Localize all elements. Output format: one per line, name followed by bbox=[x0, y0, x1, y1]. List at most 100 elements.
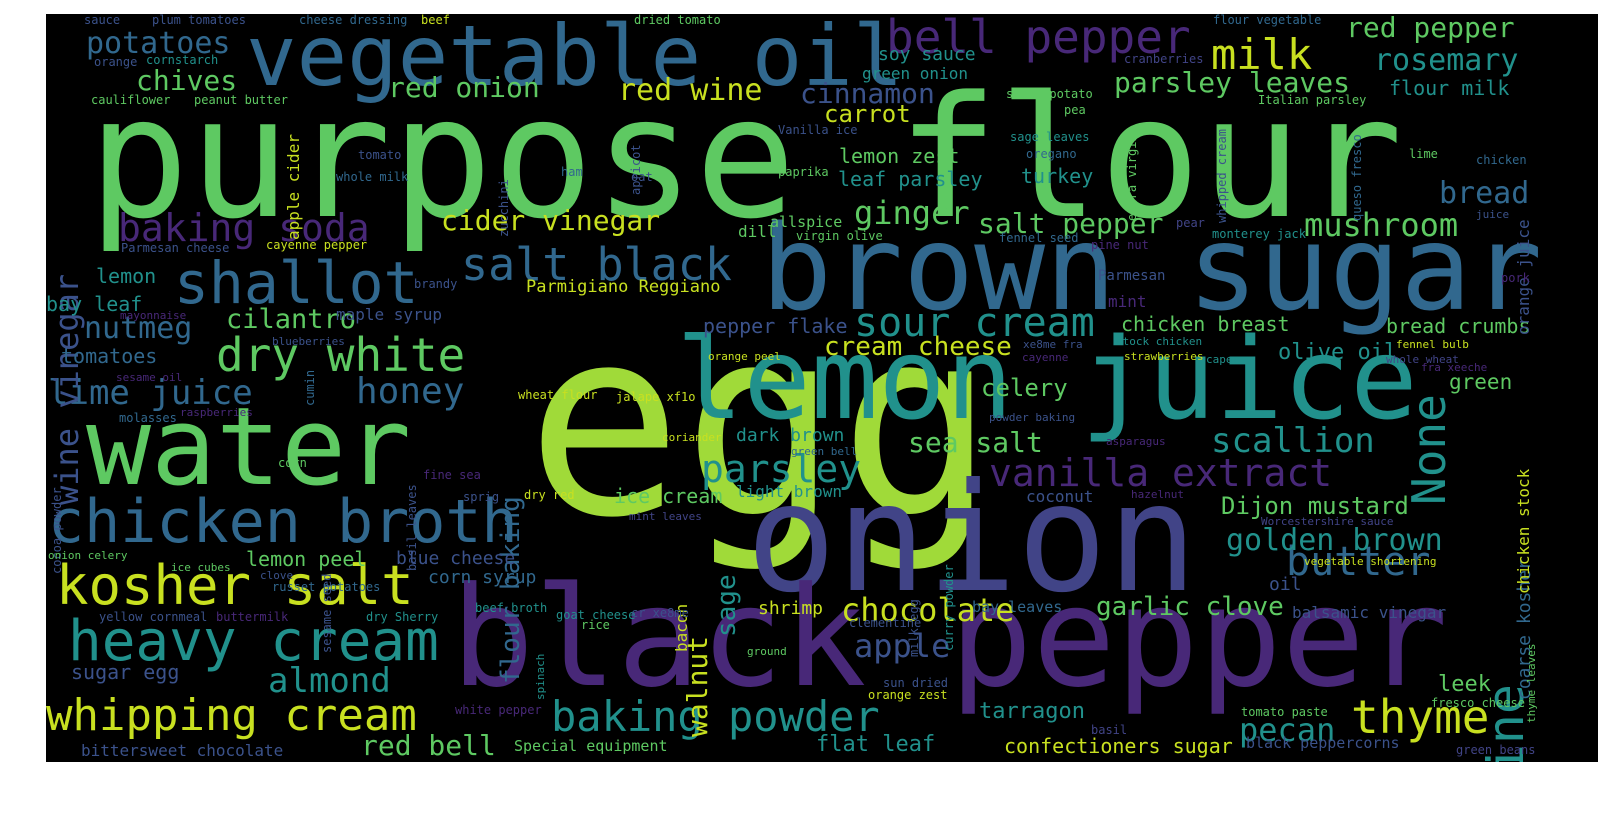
cloud-word: lime bbox=[1409, 147, 1438, 161]
cloud-word: balsamic vinegar bbox=[1292, 603, 1447, 622]
cloud-word: light brown bbox=[736, 482, 842, 501]
cloud-word: green beans bbox=[1456, 743, 1536, 757]
cloud-word: white pepper bbox=[455, 703, 542, 717]
cloud-word: hazelnut bbox=[1131, 488, 1184, 501]
cloud-word: fennel bulb bbox=[1396, 338, 1469, 351]
cloud-word: fra xeeche bbox=[1421, 361, 1488, 374]
cloud-word: orange zest bbox=[868, 688, 948, 702]
cloud-word: flour baking bbox=[496, 495, 526, 684]
cloud-word: sun dried bbox=[883, 676, 949, 690]
cloud-word: pork bbox=[1501, 271, 1530, 285]
cloud-word: dill bbox=[738, 222, 777, 241]
cloud-word: ginger bbox=[854, 194, 970, 232]
cloud-word: honey bbox=[356, 371, 465, 412]
cloud-word: orange peel bbox=[708, 350, 781, 363]
cloud-word: goat cheese bbox=[556, 608, 636, 622]
cloud-word: green onion bbox=[862, 64, 968, 83]
cloud-word: red pepper bbox=[1346, 14, 1515, 44]
cloud-word: pine nut bbox=[1091, 238, 1149, 252]
cloud-word: coriander bbox=[662, 431, 722, 444]
cloud-word: nutmeg bbox=[84, 311, 193, 346]
cloud-word: bread crumbs bbox=[1386, 314, 1531, 338]
cloud-word: sugar egg bbox=[71, 660, 180, 684]
cloud-word: garlic clove bbox=[1096, 592, 1284, 622]
cloud-word: lemon zest bbox=[839, 144, 960, 168]
cloud-word: chocolate bbox=[841, 591, 1015, 629]
cloud-word: flour vegetable bbox=[1213, 14, 1322, 27]
cloud-word: orange bbox=[94, 55, 138, 69]
cloud-word: egg bbox=[526, 273, 996, 575]
cloud-word: Italian parsley bbox=[1258, 93, 1367, 107]
cloud-word: flour milk bbox=[1389, 76, 1510, 100]
cloud-word: cider vinegar bbox=[441, 204, 661, 237]
cloud-word: bread bbox=[1439, 176, 1530, 211]
cloud-word: pecan bbox=[1239, 711, 1336, 749]
cloud-word: oil bbox=[1269, 574, 1302, 595]
cloud-word: Parmesan bbox=[1098, 268, 1166, 284]
cloud-word: spinach bbox=[534, 653, 547, 701]
cloud-word: raspberries bbox=[180, 406, 253, 419]
cloud-word: purpose flour bbox=[88, 60, 1403, 256]
cloud-word: pepper flake bbox=[703, 314, 848, 338]
cloud-word: chicken stock bbox=[1514, 468, 1533, 595]
cloud-word: mayonnaise bbox=[120, 309, 187, 322]
cloud-word: golden brown bbox=[1226, 523, 1443, 558]
cloud-word: pea bbox=[1064, 103, 1086, 117]
cloud-word: corn syrup bbox=[428, 567, 537, 588]
cloud-word: green bell bbox=[791, 445, 858, 458]
cloud-word: beef broth bbox=[475, 601, 548, 615]
cloud-word: plum tomatoes bbox=[152, 14, 246, 27]
cloud-word: rosemary bbox=[1374, 43, 1519, 78]
cloud-word: lemon bbox=[96, 264, 157, 288]
cloud-word: curry powder bbox=[942, 563, 956, 651]
cloud-word: chicken breast bbox=[1121, 312, 1290, 336]
cloud-word: yellow cornmeal bbox=[99, 610, 208, 624]
cloud-word: shallot bbox=[174, 249, 419, 317]
cloud-word: buttermilk bbox=[216, 610, 289, 624]
cloud-word: None bbox=[1402, 393, 1456, 505]
cloud-word: virgin olive bbox=[796, 229, 883, 243]
cloud-word: baking powder bbox=[551, 692, 880, 741]
cloud-word: rice bbox=[581, 618, 610, 632]
cloud-word: vegetable shortening bbox=[1304, 555, 1437, 568]
cloud-word: salt black bbox=[461, 238, 732, 291]
cloud-word: thyme bbox=[1351, 690, 1490, 744]
cloud-word: butter bbox=[1286, 539, 1431, 585]
cloud-word: vanilla extract bbox=[989, 451, 1333, 495]
cloud-word: Vanilla ice bbox=[778, 123, 858, 137]
cloud-word: turkey bbox=[1021, 164, 1094, 188]
cloud-word: basil leaves bbox=[405, 483, 419, 571]
cloud-word: cumin bbox=[303, 369, 317, 407]
cloud-word: beef bbox=[421, 14, 450, 27]
cloud-word: tomatoes bbox=[61, 344, 158, 368]
cloud-word: jalape xf1o bbox=[616, 390, 696, 404]
cloud-word: salt pepper bbox=[978, 207, 1164, 240]
cloud-word: black peppercorns bbox=[1246, 734, 1400, 752]
cloud-word: confectioners sugar bbox=[1004, 734, 1233, 758]
cloud-word: Parmigiano Reggiano bbox=[526, 277, 721, 297]
cloud-word: kosher salt bbox=[56, 554, 414, 617]
cloud-word: Parmesan cheese bbox=[121, 241, 230, 255]
cloud-word: molasses bbox=[119, 411, 177, 425]
cloud-word: olive oil bbox=[1278, 340, 1398, 365]
cloud-word: red wine bbox=[618, 73, 763, 108]
cloud-word: fennel seed bbox=[999, 231, 1079, 245]
cloud-word: tomato paste bbox=[1241, 705, 1328, 719]
cloud-word: allspice bbox=[770, 213, 843, 231]
cloud-word: apple cider bbox=[284, 133, 303, 240]
cloud-word: strawberries bbox=[1124, 350, 1204, 363]
cloud-word: monterey jack bbox=[1212, 227, 1306, 241]
cloud-word: potatoes bbox=[86, 26, 231, 61]
cloud-word: ice cream bbox=[614, 484, 723, 508]
cloud-word: clove bbox=[260, 569, 294, 582]
cloud-word: pear bbox=[1176, 216, 1205, 230]
cloud-word: parsley leaves bbox=[1114, 66, 1351, 99]
cloud-word: onion bbox=[746, 452, 1198, 626]
cloud-word: cauliflower bbox=[91, 93, 171, 107]
cloud-word: oat bbox=[631, 170, 653, 184]
cloud-word: red bell bbox=[361, 729, 496, 762]
cloud-word: juice bbox=[1476, 208, 1510, 221]
cloud-word: lemon peel bbox=[246, 547, 367, 571]
cloud-word: coconut bbox=[1026, 487, 1094, 506]
cloud-word: dry white bbox=[216, 328, 466, 382]
